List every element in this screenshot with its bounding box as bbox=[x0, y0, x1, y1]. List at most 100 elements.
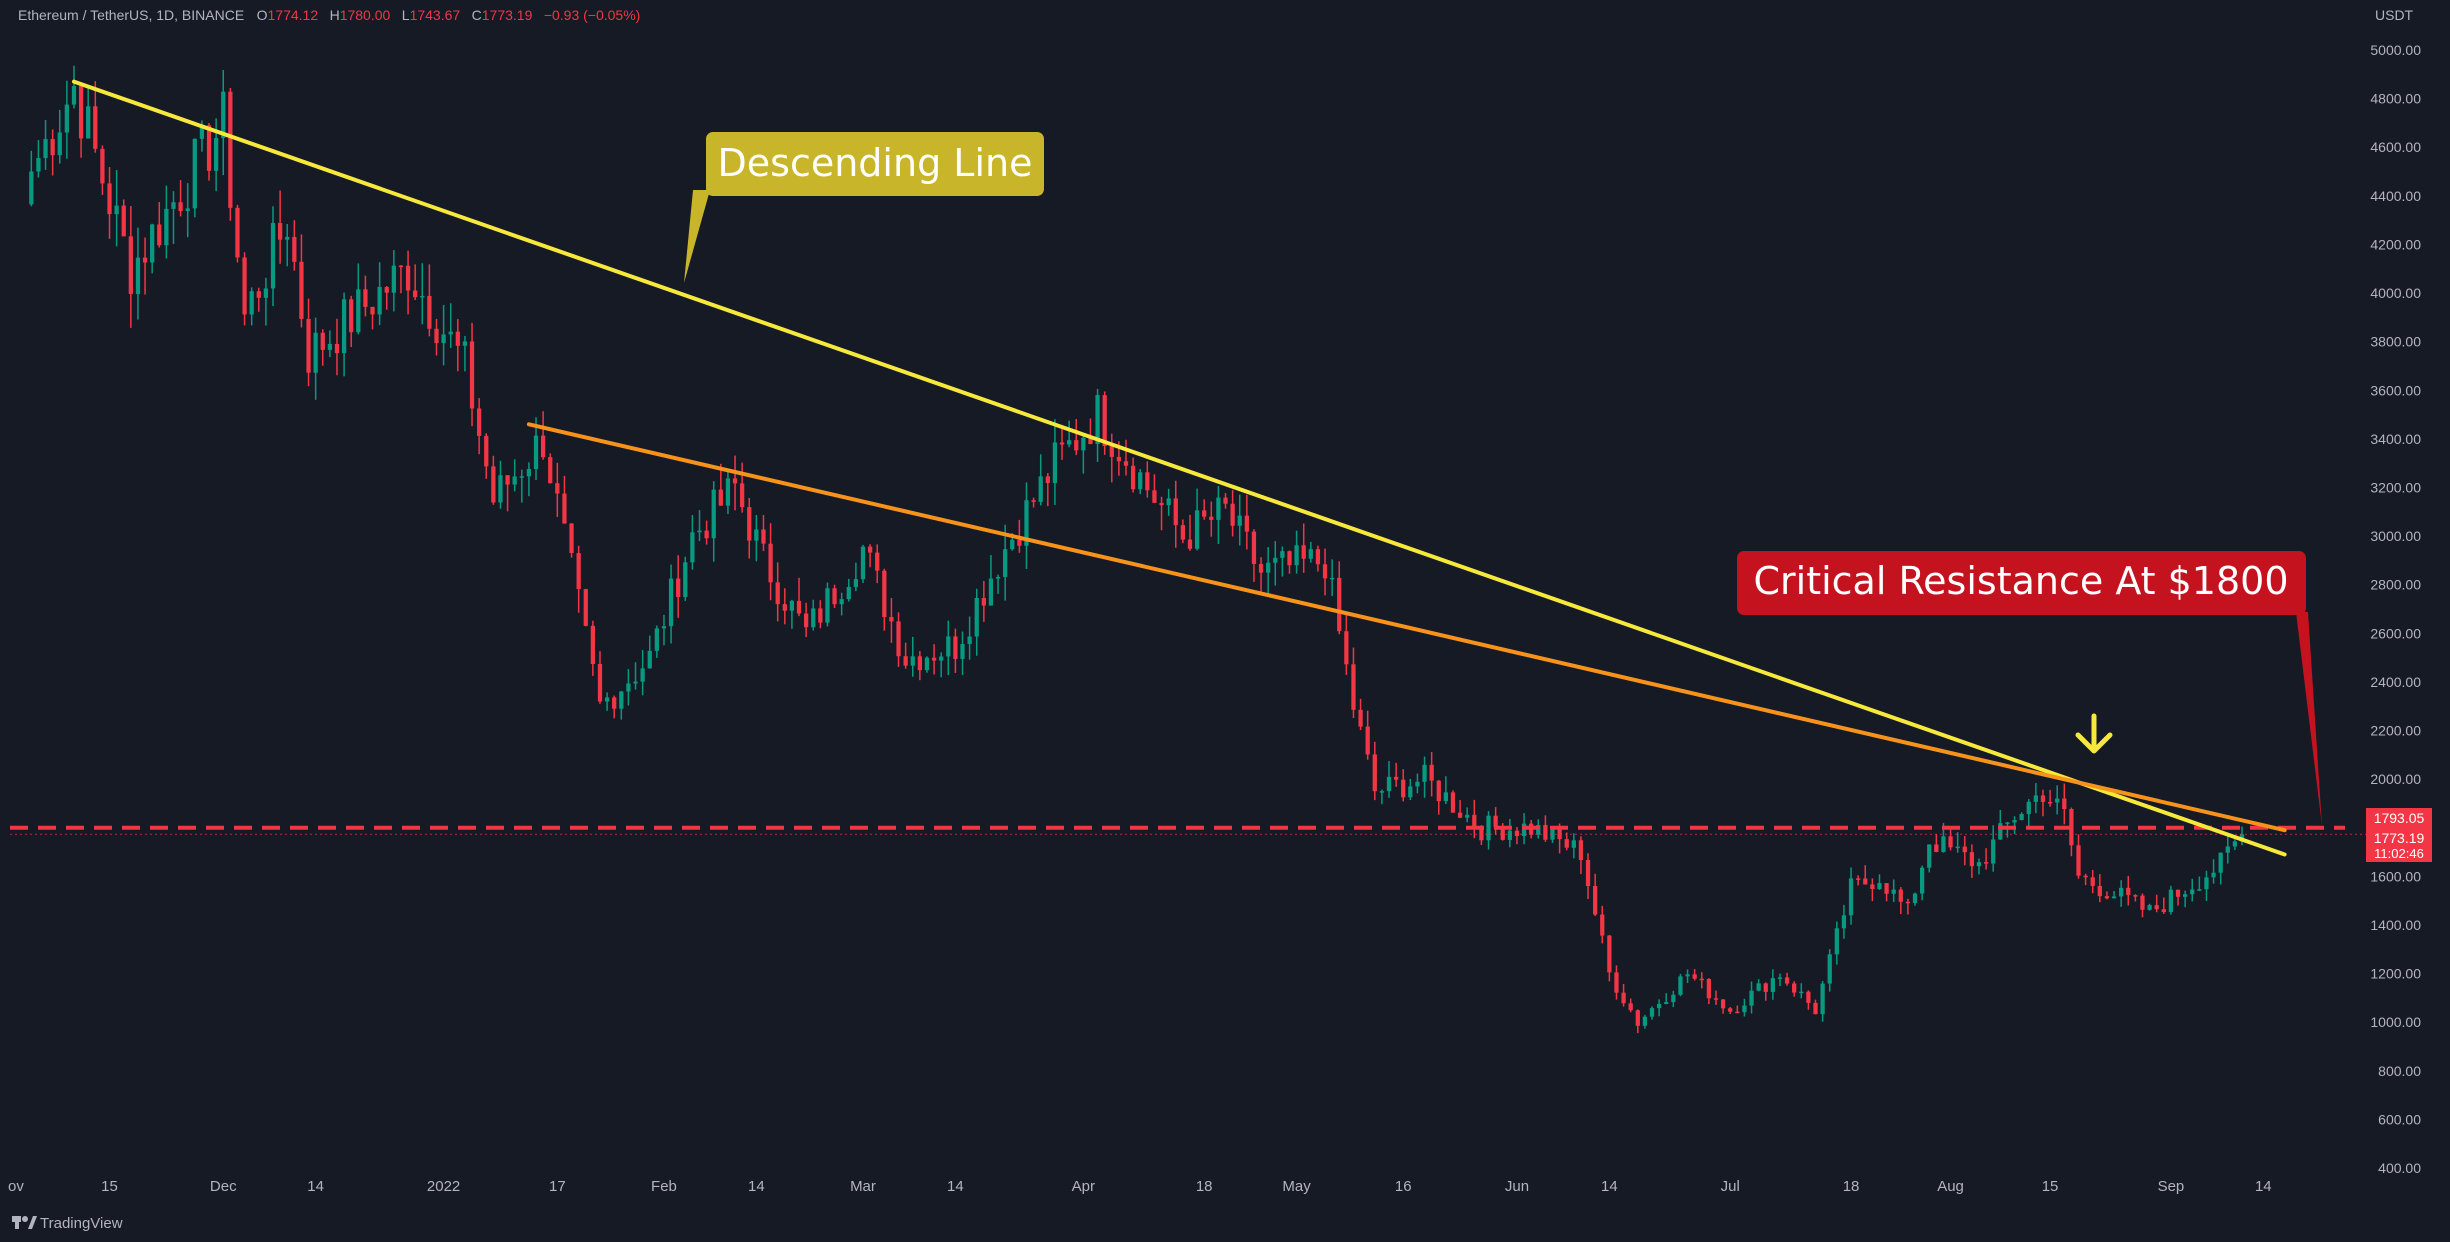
candle-body bbox=[93, 106, 98, 149]
candle-body bbox=[1593, 886, 1598, 915]
candle-body bbox=[569, 523, 574, 554]
candle bbox=[768, 523, 773, 601]
candle bbox=[775, 562, 780, 622]
x-tick-label: 16 bbox=[1395, 1178, 1412, 1195]
candle bbox=[1749, 981, 1754, 1014]
candle-body bbox=[1543, 824, 1548, 840]
close-label: C bbox=[472, 7, 482, 23]
price-scale[interactable]: 5000.00 4800.00 4600.00 4400.00 4200.00 4000.… bbox=[2370, 42, 2421, 1176]
candle-body bbox=[2218, 852, 2223, 873]
candle bbox=[590, 620, 596, 676]
candle bbox=[306, 298, 311, 387]
candle-body bbox=[946, 636, 951, 657]
candle bbox=[1898, 887, 1903, 915]
candle-body bbox=[1948, 836, 1953, 848]
candle bbox=[36, 140, 41, 178]
candle-body bbox=[1507, 830, 1512, 840]
candle bbox=[1152, 474, 1157, 503]
resistance-callout[interactable]: Critical Resistance At $1800 bbox=[1737, 551, 2322, 826]
tradingview-logo[interactable]: TradingView bbox=[12, 1215, 123, 1232]
candle bbox=[1322, 548, 1328, 596]
descending-trendline[interactable] bbox=[71, 79, 2287, 857]
candle bbox=[1287, 550, 1292, 574]
candle bbox=[2218, 852, 2223, 885]
x-tick-label: 18 bbox=[1843, 1178, 1860, 1195]
x-tick-label: 15 bbox=[2042, 1178, 2059, 1195]
x-tick-label: Aug bbox=[1937, 1178, 1964, 1195]
candle bbox=[1308, 541, 1313, 563]
candle bbox=[1806, 990, 1811, 1010]
candle-body bbox=[981, 597, 986, 606]
candle bbox=[1230, 490, 1235, 537]
candle-body bbox=[1209, 516, 1214, 520]
candle bbox=[206, 123, 212, 181]
candle-body bbox=[1856, 878, 1861, 880]
candle-body bbox=[1052, 442, 1058, 484]
candle bbox=[718, 463, 723, 506]
candle bbox=[1429, 751, 1434, 797]
candle bbox=[1600, 905, 1605, 944]
candle-body bbox=[1003, 549, 1008, 577]
candle bbox=[974, 588, 979, 656]
candle bbox=[1962, 836, 1967, 866]
x-tick-label: 14 bbox=[2255, 1178, 2272, 1195]
candle-body bbox=[988, 578, 994, 606]
candle bbox=[803, 602, 809, 638]
candle-body bbox=[803, 613, 809, 628]
candle-body bbox=[555, 483, 560, 494]
candle-body bbox=[1770, 978, 1775, 992]
candle bbox=[953, 628, 958, 673]
candle bbox=[484, 433, 489, 479]
y-tick-label: 4200.00 bbox=[2370, 236, 2421, 252]
candle-body bbox=[135, 257, 141, 295]
candle-body bbox=[1621, 992, 1626, 1004]
callout-pointer bbox=[684, 190, 710, 283]
candle-body bbox=[782, 604, 787, 611]
candle bbox=[164, 185, 169, 259]
candle bbox=[1998, 809, 2003, 840]
candle bbox=[690, 515, 695, 570]
candle bbox=[2026, 799, 2031, 827]
candle-body bbox=[441, 334, 446, 344]
time-scale[interactable]: ov 15 Dec 14 2022 17 Feb 14 Mar 14 Apr 18 May 16 Jun 14… bbox=[8, 1178, 2272, 1195]
x-tick-label: 15 bbox=[101, 1178, 118, 1195]
candle-body bbox=[384, 287, 389, 293]
candle bbox=[498, 460, 503, 509]
lower-trendline[interactable] bbox=[526, 422, 2287, 833]
candle-body bbox=[1159, 502, 1164, 506]
candle bbox=[2232, 839, 2238, 851]
candle bbox=[1415, 773, 1420, 794]
candle-body bbox=[2232, 841, 2238, 847]
candle bbox=[924, 656, 930, 673]
low-value: 1743.67 bbox=[410, 7, 461, 23]
candle bbox=[1294, 530, 1299, 574]
candle bbox=[2076, 834, 2081, 879]
callout-pointer bbox=[2296, 612, 2322, 826]
candle-body bbox=[420, 295, 425, 298]
candle-body bbox=[718, 489, 723, 506]
candle-body bbox=[221, 91, 226, 138]
x-tick-label: 18 bbox=[1196, 1178, 1213, 1195]
candle bbox=[1927, 844, 1932, 873]
candle bbox=[1863, 865, 1868, 885]
candle-body bbox=[228, 91, 233, 208]
candle-body bbox=[263, 288, 269, 298]
candle bbox=[391, 250, 396, 312]
candle bbox=[192, 138, 197, 218]
candle bbox=[1159, 496, 1164, 531]
descending-line-callout[interactable]: Descending Line bbox=[684, 132, 1044, 283]
candle bbox=[413, 264, 418, 301]
candle-body bbox=[292, 236, 297, 262]
candle bbox=[1976, 858, 1982, 875]
candle bbox=[370, 306, 375, 330]
candle-body bbox=[2126, 887, 2131, 896]
candle-body bbox=[71, 86, 77, 105]
candle bbox=[612, 695, 617, 719]
candle-body bbox=[960, 644, 965, 659]
callout-box bbox=[1737, 551, 2306, 615]
candle-body bbox=[2183, 894, 2188, 897]
candle bbox=[1465, 807, 1470, 823]
candle-body bbox=[1536, 824, 1541, 835]
candle bbox=[896, 612, 901, 667]
